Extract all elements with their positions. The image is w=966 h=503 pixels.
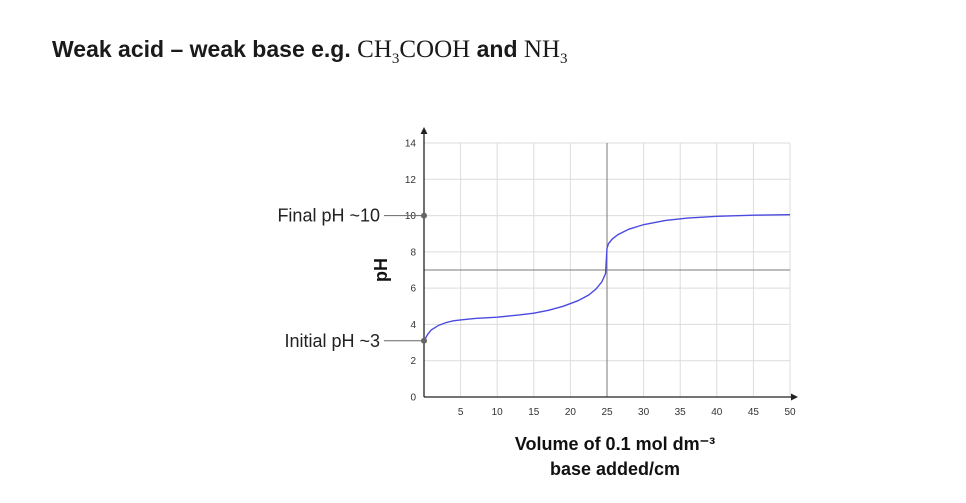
titration-curve [423,213,791,342]
annotation-marker [421,337,427,344]
y-tick-label: 12 [405,175,417,186]
x-axis-title-line1: Volume of 0.1 mol dm⁻³ [515,434,715,454]
x-tick-label: 45 [748,407,760,418]
x-axis-arrow [791,393,798,401]
x-tick-label: 15 [528,407,540,418]
annotations: Final pH ~10 Initial pH ~3 [277,206,427,351]
y-axis-arrow [420,127,428,134]
tick-labels: 5 10 15 20 25 30 35 40 45 50 0 2 4 6 8 10 12 14 [405,139,796,419]
x-tick-label: 20 [565,407,577,418]
annotation-label: Final pH ~10 [277,206,380,226]
x-axis-title-line2: base added/cm [550,459,680,479]
x-tick-label: 10 [492,407,504,418]
x-tick-label: 30 [638,407,650,418]
acid-formula: CH3COOH [357,36,471,67]
y-axis-title: pH [371,258,391,282]
reference-lines [424,143,790,397]
x-tick-label: 35 [675,407,687,418]
x-tick-label: 50 [784,407,796,418]
annotation-marker [421,212,427,219]
y-tick-label: 2 [410,356,416,367]
y-tick-label: 6 [410,284,416,295]
x-tick-label: 5 [458,407,464,418]
y-tick-label: 0 [410,393,416,404]
y-tick-label: 14 [405,139,417,150]
y-tick-label: 10 [405,211,417,222]
y-tick-label: 8 [410,247,416,258]
title-prefix: Weak acid – weak base e.g. [52,36,358,62]
title-connector: and [470,36,524,62]
y-tick-label: 4 [410,320,416,331]
base-formula: NH3 [523,36,568,67]
page-title: Weak acid – weak base e.g. CH3COOH and N… [52,36,568,68]
x-tick-label: 40 [711,407,723,418]
annotation-label: Initial pH ~3 [284,331,380,351]
x-tick-label: 25 [601,407,613,418]
axes [420,127,798,401]
